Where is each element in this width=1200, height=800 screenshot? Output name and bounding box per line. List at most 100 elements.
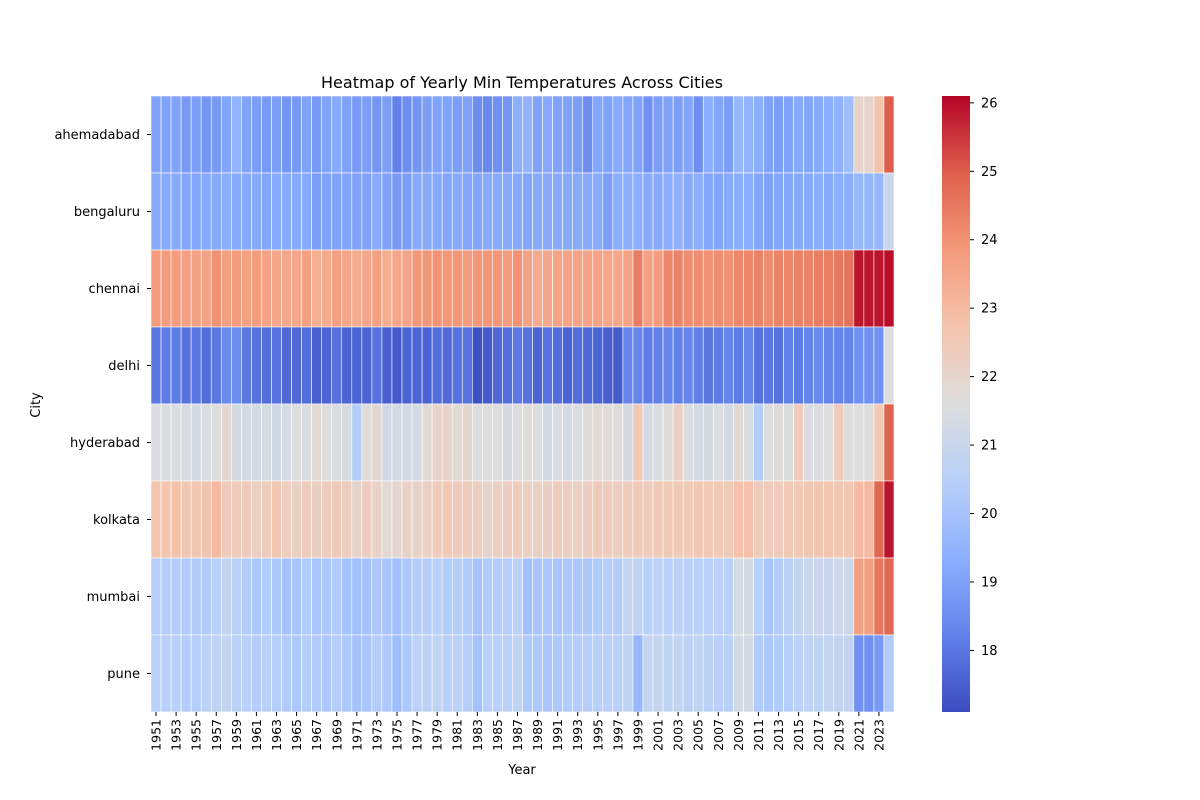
heatmap-cell <box>160 403 172 482</box>
heatmap-cell <box>160 480 172 559</box>
heatmap-cell <box>321 557 333 636</box>
heatmap-cell <box>532 480 543 559</box>
heatmap-cell <box>421 95 433 174</box>
heatmap-cell <box>190 634 202 713</box>
heatmap-cell <box>291 557 302 636</box>
heatmap-cell <box>863 403 875 482</box>
heatmap-cell <box>823 403 835 482</box>
heatmap-cell <box>853 403 865 482</box>
heatmap-cell <box>461 326 473 405</box>
heatmap-cell <box>853 172 865 251</box>
heatmap-cell <box>512 172 523 251</box>
heatmap-cell <box>682 249 694 328</box>
heatmap-cell <box>220 249 232 328</box>
heatmap-cell <box>210 403 222 482</box>
heatmap-cell <box>231 403 242 482</box>
heatmap-cell <box>471 557 483 636</box>
heatmap-cell <box>401 557 413 636</box>
heatmap-cell <box>220 172 232 251</box>
heatmap-cell <box>291 95 302 174</box>
heatmap-cell <box>642 557 654 636</box>
heatmap-cell <box>210 480 222 559</box>
heatmap-cell <box>883 172 895 251</box>
heatmap-cell <box>672 95 684 174</box>
heatmap-cell <box>411 95 423 174</box>
heatmap-cell <box>261 634 272 713</box>
heatmap-cell <box>723 95 734 174</box>
x-tick-label: 1969 <box>329 719 344 751</box>
heatmap-cell <box>522 480 533 559</box>
heatmap-cell <box>421 480 433 559</box>
heatmap-cell <box>542 634 553 713</box>
heatmap-cell <box>622 326 634 405</box>
heatmap-cell <box>702 557 714 636</box>
heatmap-cell <box>431 95 443 174</box>
heatmap-cell <box>361 480 373 559</box>
heatmap-cell <box>743 326 754 405</box>
heatmap-cell <box>441 95 453 174</box>
heatmap-cell <box>833 326 845 405</box>
heatmap-cell <box>522 95 533 174</box>
heatmap-cell <box>522 403 533 482</box>
heatmap-cell <box>592 403 604 482</box>
heatmap-cell <box>622 480 634 559</box>
x-tick-label: 1957 <box>209 719 224 751</box>
heatmap-cell <box>753 172 764 251</box>
heatmap-cell <box>180 634 192 713</box>
heatmap-cell <box>512 249 523 328</box>
heatmap-cell <box>251 249 262 328</box>
heatmap-cell <box>331 249 343 328</box>
heatmap-cell <box>612 480 624 559</box>
heatmap-cell <box>431 403 443 482</box>
heatmap-cell <box>743 403 754 482</box>
x-tick-label: 1955 <box>189 719 204 751</box>
heatmap-cell <box>803 480 814 559</box>
heatmap-cell <box>783 403 794 482</box>
heatmap-cell <box>401 326 413 405</box>
heatmap-cell <box>471 326 483 405</box>
heatmap-cell <box>853 95 865 174</box>
heatmap-cell <box>512 557 523 636</box>
heatmap-cell <box>592 249 604 328</box>
heatmap-cell <box>652 480 664 559</box>
heatmap-cell <box>180 326 192 405</box>
heatmap-cell <box>783 95 794 174</box>
heatmap-cell <box>261 480 272 559</box>
heatmap-cell <box>331 172 343 251</box>
heatmap-cell <box>381 172 393 251</box>
heatmap-cell <box>843 403 855 482</box>
x-tick-label: 1973 <box>369 719 384 751</box>
heatmap-cell <box>502 95 513 174</box>
heatmap-cell <box>763 172 774 251</box>
heatmap-cell <box>301 326 312 405</box>
x-tick-label: 1971 <box>349 719 364 751</box>
heatmap-cell <box>843 95 855 174</box>
heatmap-cell <box>421 249 433 328</box>
heatmap-cell <box>622 403 634 482</box>
heatmap-cell <box>723 557 734 636</box>
heatmap-cell <box>773 634 784 713</box>
x-tick-label: 1965 <box>289 719 304 751</box>
heatmap-cell <box>542 249 553 328</box>
heatmap-cell <box>482 557 493 636</box>
heatmap-cell <box>492 480 503 559</box>
heatmap-cell <box>662 480 674 559</box>
heatmap-cell <box>441 557 453 636</box>
heatmap-cell <box>702 480 714 559</box>
heatmap-cell <box>271 634 282 713</box>
heatmap-cell <box>441 403 453 482</box>
heatmap-cell <box>281 403 292 482</box>
heatmap-cell <box>763 249 774 328</box>
heatmap-cell <box>763 403 774 482</box>
heatmap-cell <box>471 403 483 482</box>
heatmap-cell <box>803 326 814 405</box>
heatmap-cell <box>612 634 624 713</box>
heatmap-cell <box>241 557 252 636</box>
heatmap-cell <box>562 557 573 636</box>
y-tick-label: bengaluru <box>74 205 140 220</box>
colorbar-tick-label: 24 <box>981 233 998 248</box>
heatmap-cell <box>823 634 835 713</box>
heatmap-cell <box>431 634 443 713</box>
heatmap-cell <box>311 557 322 636</box>
heatmap-cell <box>702 326 714 405</box>
